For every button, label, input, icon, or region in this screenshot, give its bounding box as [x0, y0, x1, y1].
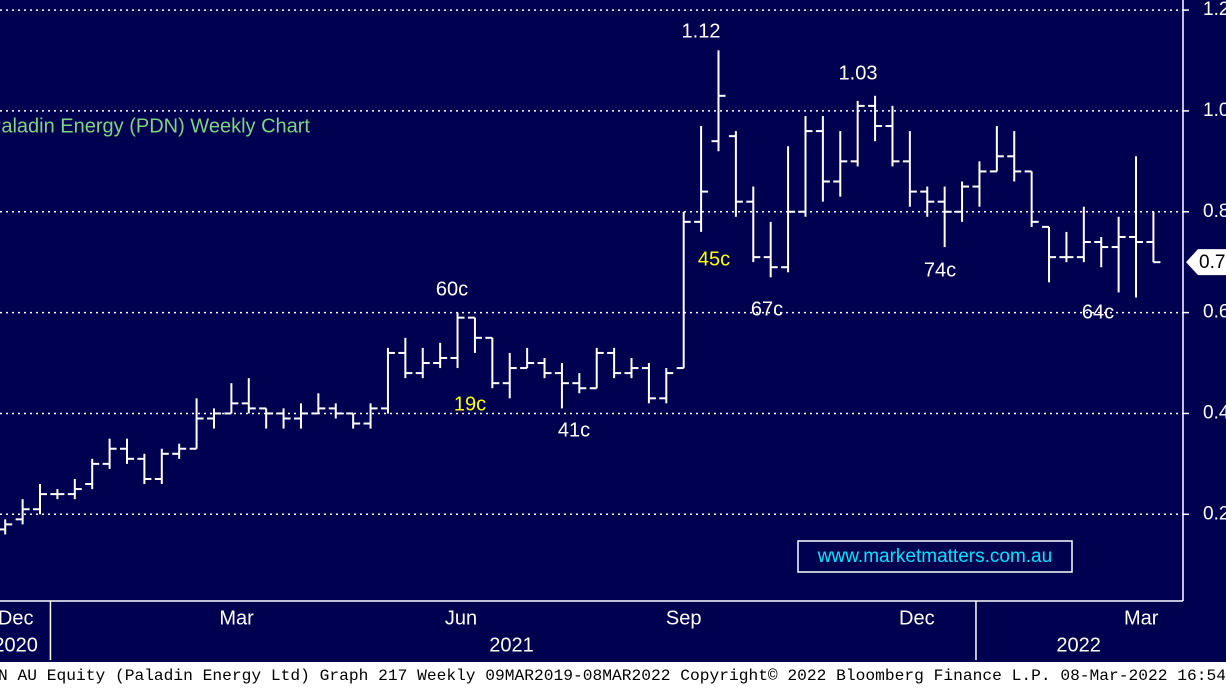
footer-bar — [0, 662, 1226, 690]
annotation: 45c — [698, 248, 730, 270]
y-tick-label: 0.8 — [1203, 201, 1226, 222]
x-tick-label: Sep — [666, 607, 702, 629]
last-price-tag — [1186, 249, 1226, 276]
x-tick-label: Mar — [219, 607, 254, 629]
annotation: 64c — [1082, 301, 1114, 323]
y-tick-label: 0.6 — [1203, 302, 1226, 323]
x-tick-label: Mar — [1124, 607, 1159, 629]
x-tick-label: Dec — [899, 607, 935, 629]
y-tick-label: 0.2 — [1203, 503, 1226, 524]
x-tick-label: Jun — [445, 607, 477, 629]
annotation: 60c — [436, 278, 468, 300]
y-tick-label: 0.4 — [1203, 402, 1226, 423]
x-tick-label: Dec — [0, 607, 33, 629]
chart-title: Paladin Energy (PDN) Weekly Chart — [0, 115, 310, 137]
annotation: 19c — [454, 393, 486, 415]
watermark: www.marketmatters.com.au — [817, 546, 1052, 567]
y-tick-label: 1.0 — [1203, 100, 1226, 121]
annotation: 1.03 — [839, 62, 878, 84]
last-price-label: 0.7 — [1199, 252, 1225, 273]
watermark-box — [797, 540, 1073, 573]
annotation: 74c — [924, 259, 956, 281]
annotation: 41c — [558, 419, 590, 441]
year-label: 2022 — [1056, 634, 1101, 656]
footer: N AU Equity (Paladin Energy Ltd) Graph 2… — [0, 667, 1226, 685]
year-label: 2021 — [489, 634, 534, 656]
annotation: 67c — [751, 298, 783, 320]
annotation: 1.12 — [682, 20, 721, 42]
y-tick-label: 1.2 — [1203, 0, 1226, 20]
